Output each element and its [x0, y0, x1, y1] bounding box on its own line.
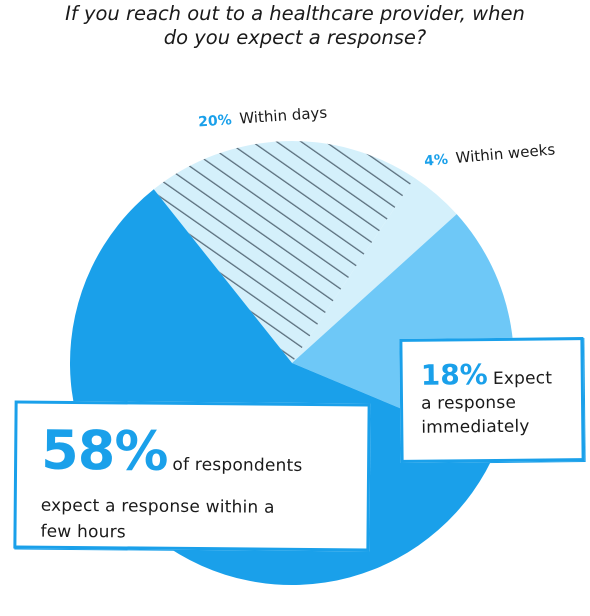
- chart-title-line-2: do you expect a response?: [163, 26, 427, 49]
- chart-title-line-1: If you reach out to a healthcare provide…: [65, 2, 525, 25]
- callout-hours-pct: 58%: [40, 418, 168, 483]
- callout-immediately: 18% Expect a response immediately: [399, 337, 585, 463]
- callout-immediately-line-1: Expect: [492, 368, 553, 389]
- chart-title: If you reach out to a healthcare provide…: [0, 2, 590, 50]
- label-within-weeks-pct: 4%: [423, 151, 449, 170]
- callout-immediately-pct: 18%: [420, 358, 488, 392]
- callout-hours-line-1: of respondents: [172, 454, 303, 476]
- pie-slice-within-weeks: [292, 177, 457, 363]
- callout-hours-line-2: expect a response within a: [40, 495, 275, 518]
- callout-hours: 58% of respondents expect a response wit…: [13, 400, 371, 552]
- pie-slice-within-days: [153, 141, 415, 363]
- callout-immediately-line-2: a response: [420, 392, 517, 414]
- callout-hours-line-3: few hours: [40, 521, 126, 543]
- label-within-days-pct: 20%: [197, 112, 233, 131]
- callout-immediately-line-3: immediately: [421, 416, 530, 438]
